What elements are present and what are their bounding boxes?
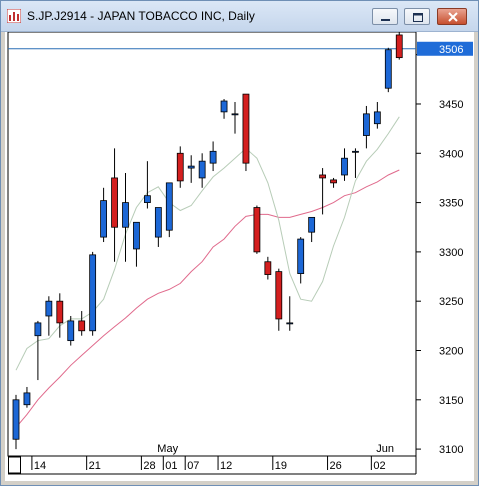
candle-body[interactable] <box>297 238 305 274</box>
y-tick-label: 3450 <box>439 99 463 111</box>
candle-body[interactable] <box>34 322 42 337</box>
candle-body[interactable] <box>143 195 151 203</box>
y-tick-label: 3200 <box>439 345 463 357</box>
ma-long-line <box>15 169 400 428</box>
y-tick-label: 3100 <box>439 444 463 456</box>
candle-body[interactable] <box>319 174 327 179</box>
candle-body[interactable] <box>286 322 294 325</box>
current-price-label: 3506 <box>439 44 463 56</box>
y-tick-label: 3300 <box>439 247 463 259</box>
close-icon <box>448 12 458 22</box>
close-button[interactable] <box>437 8 467 25</box>
x-day-label: 01 <box>165 460 177 472</box>
y-tick-label: 3400 <box>439 148 463 160</box>
x-day-label: 14 <box>34 460 46 472</box>
candle-body[interactable] <box>384 49 392 89</box>
title-bar[interactable]: S.JP.J2914 - JAPAN TOBACCO INC, Daily <box>1 1 478 32</box>
maximize-button[interactable] <box>404 8 430 25</box>
candle-body[interactable] <box>12 399 20 440</box>
x-month-label: May <box>157 443 178 455</box>
x-day-label: 19 <box>275 460 287 472</box>
x-day-label: 12 <box>220 460 232 472</box>
candle-body[interactable] <box>56 300 64 324</box>
candle-body[interactable] <box>89 254 97 332</box>
candle-body[interactable] <box>122 202 129 228</box>
minimize-icon <box>381 19 390 21</box>
candle-body[interactable] <box>45 300 53 317</box>
candle-body[interactable] <box>67 320 75 342</box>
candle-body[interactable] <box>341 157 348 176</box>
x-month-label: Jun <box>376 443 394 455</box>
app-chart-icon <box>7 9 21 23</box>
chart-scroll-box[interactable] <box>8 456 21 474</box>
candle-body[interactable] <box>198 160 206 179</box>
candle-body[interactable] <box>78 320 86 332</box>
candle-body[interactable] <box>352 150 359 153</box>
candle-body[interactable] <box>133 221 140 250</box>
current-price-tag <box>417 41 473 56</box>
candlestick-chart[interactable]: 3100 3150 3200 3250 3300 3350 3400 3450 3506 14 21… <box>5 32 474 481</box>
candle-body[interactable] <box>242 93 250 164</box>
candle-body[interactable] <box>209 150 217 164</box>
candle-body[interactable] <box>23 392 31 406</box>
y-tick-label: 3250 <box>439 296 463 308</box>
candle-body[interactable] <box>220 100 228 113</box>
candle-body[interactable] <box>373 111 381 125</box>
candle-body[interactable] <box>176 152 184 182</box>
candle-body[interactable] <box>231 113 239 116</box>
x-day-label: 26 <box>330 460 342 472</box>
maximize-icon <box>413 13 423 22</box>
candle-body[interactable] <box>111 177 118 228</box>
y-tick-label: 3350 <box>439 198 463 210</box>
plot-frame[interactable] <box>7 32 417 457</box>
x-day-label: 28 <box>143 460 155 472</box>
candle-body[interactable] <box>165 182 173 231</box>
candle-body[interactable] <box>100 200 107 238</box>
y-tick-label: 3150 <box>439 395 463 407</box>
candle-body[interactable] <box>275 271 283 320</box>
candle-body[interactable] <box>395 34 403 59</box>
x-day-label: 07 <box>187 460 199 472</box>
ma-short-line <box>15 116 400 371</box>
candle-body[interactable] <box>308 216 316 233</box>
candle-body[interactable] <box>264 261 272 275</box>
candle-body[interactable] <box>154 207 162 238</box>
window-title: S.JP.J2914 - JAPAN TOBACCO INC, Daily <box>27 9 255 23</box>
minimize-button[interactable] <box>372 8 398 25</box>
candle-body[interactable] <box>330 179 337 184</box>
x-day-label: 02 <box>373 460 385 472</box>
x-day-label: 21 <box>89 460 101 472</box>
candle-body[interactable] <box>187 165 195 169</box>
candle-body[interactable] <box>253 207 261 253</box>
candle-body[interactable] <box>362 113 370 136</box>
chart-area[interactable]: 3100 3150 3200 3250 3300 3350 3400 3450 3506 14 21… <box>5 32 474 481</box>
